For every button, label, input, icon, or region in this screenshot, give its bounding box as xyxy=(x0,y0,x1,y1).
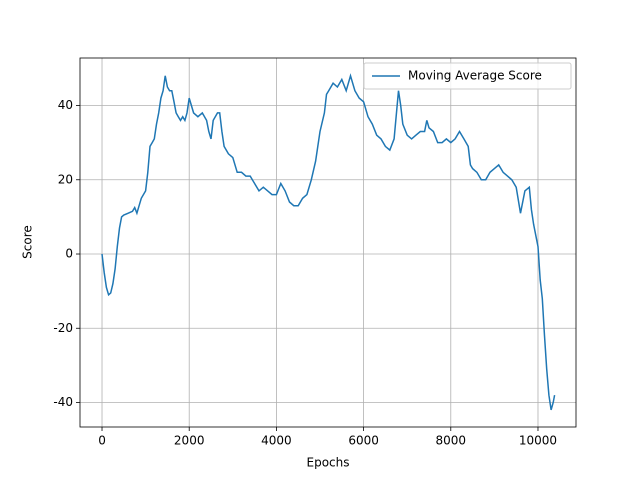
x-tick-label: 2000 xyxy=(174,434,205,448)
legend-box xyxy=(363,62,572,90)
x-tick-label: 6000 xyxy=(348,434,379,448)
y-axis-label: Score xyxy=(21,225,35,259)
y-tick-label: 40 xyxy=(58,98,73,112)
x-tick-label: 10000 xyxy=(519,434,557,448)
x-tick-label: 0 xyxy=(98,434,106,448)
x-tick-label: 8000 xyxy=(436,434,467,448)
y-tick-label: -20 xyxy=(53,321,73,335)
line xyxy=(101,73,556,411)
y-tick-label: 20 xyxy=(58,172,73,186)
y-tick-label: 0 xyxy=(65,247,73,261)
legend-label: Moving Average Score xyxy=(408,69,542,83)
y-tick-label: -40 xyxy=(53,395,73,409)
x-axis-label: Epochs xyxy=(307,456,350,470)
x-tick-label: 4000 xyxy=(261,434,292,448)
axes-frame xyxy=(79,57,577,428)
